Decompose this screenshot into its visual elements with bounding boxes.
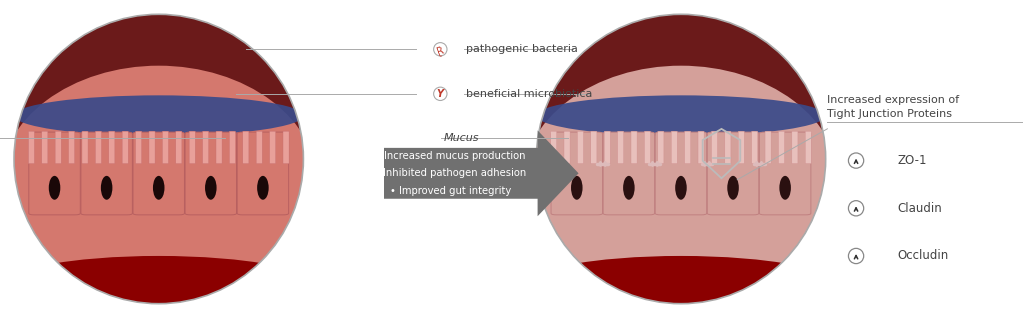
FancyBboxPatch shape — [189, 131, 196, 164]
FancyBboxPatch shape — [69, 131, 75, 164]
FancyBboxPatch shape — [283, 131, 289, 164]
Ellipse shape — [708, 161, 711, 167]
Text: • Increased mucus production: • Increased mucus production — [376, 151, 525, 161]
FancyBboxPatch shape — [109, 131, 115, 164]
Ellipse shape — [100, 176, 113, 200]
Ellipse shape — [257, 176, 268, 200]
FancyBboxPatch shape — [631, 131, 637, 164]
FancyBboxPatch shape — [712, 131, 718, 164]
FancyBboxPatch shape — [135, 131, 141, 164]
FancyBboxPatch shape — [29, 132, 80, 215]
FancyBboxPatch shape — [657, 131, 664, 164]
Text: Increased expression of
Tight Junction Proteins: Increased expression of Tight Junction P… — [827, 95, 959, 119]
FancyBboxPatch shape — [42, 131, 48, 164]
Text: • Improved gut integrity: • Improved gut integrity — [390, 186, 511, 196]
Ellipse shape — [14, 14, 303, 304]
FancyBboxPatch shape — [778, 131, 784, 164]
FancyBboxPatch shape — [82, 131, 88, 164]
FancyBboxPatch shape — [148, 131, 155, 164]
FancyBboxPatch shape — [752, 131, 758, 164]
FancyBboxPatch shape — [578, 131, 584, 164]
Polygon shape — [384, 130, 579, 216]
FancyBboxPatch shape — [655, 132, 707, 215]
Ellipse shape — [537, 95, 825, 136]
FancyBboxPatch shape — [644, 131, 650, 164]
Ellipse shape — [599, 161, 602, 167]
FancyBboxPatch shape — [229, 131, 236, 164]
FancyBboxPatch shape — [671, 131, 677, 164]
FancyBboxPatch shape — [238, 132, 289, 215]
FancyBboxPatch shape — [185, 132, 237, 215]
FancyBboxPatch shape — [163, 131, 169, 164]
Ellipse shape — [205, 176, 217, 200]
FancyBboxPatch shape — [203, 131, 209, 164]
Text: Claudin: Claudin — [897, 202, 942, 215]
FancyBboxPatch shape — [133, 132, 184, 215]
Ellipse shape — [623, 176, 635, 200]
FancyBboxPatch shape — [603, 132, 654, 215]
FancyBboxPatch shape — [176, 131, 182, 164]
Ellipse shape — [537, 14, 825, 304]
Ellipse shape — [702, 161, 707, 167]
FancyBboxPatch shape — [708, 132, 759, 215]
Ellipse shape — [571, 176, 583, 200]
FancyBboxPatch shape — [685, 131, 691, 164]
FancyBboxPatch shape — [95, 131, 101, 164]
Ellipse shape — [849, 248, 863, 264]
Ellipse shape — [727, 176, 739, 200]
Ellipse shape — [849, 201, 863, 216]
Ellipse shape — [0, 256, 317, 317]
Text: ZO-1: ZO-1 — [897, 154, 927, 167]
Ellipse shape — [153, 176, 165, 200]
Text: beneficial microbiotica: beneficial microbiotica — [466, 89, 592, 99]
FancyBboxPatch shape — [551, 132, 602, 215]
Ellipse shape — [755, 161, 759, 167]
Ellipse shape — [522, 256, 840, 317]
FancyBboxPatch shape — [81, 132, 132, 215]
Ellipse shape — [14, 95, 303, 136]
FancyBboxPatch shape — [725, 131, 731, 164]
Ellipse shape — [655, 161, 659, 167]
FancyBboxPatch shape — [698, 131, 705, 164]
Ellipse shape — [49, 176, 60, 200]
FancyBboxPatch shape — [805, 131, 811, 164]
FancyBboxPatch shape — [55, 131, 61, 164]
FancyBboxPatch shape — [29, 131, 35, 164]
FancyBboxPatch shape — [765, 131, 771, 164]
FancyBboxPatch shape — [591, 131, 597, 164]
FancyBboxPatch shape — [604, 131, 610, 164]
FancyBboxPatch shape — [792, 131, 798, 164]
FancyBboxPatch shape — [617, 131, 624, 164]
FancyBboxPatch shape — [738, 131, 744, 164]
FancyBboxPatch shape — [122, 131, 128, 164]
Ellipse shape — [849, 153, 863, 168]
Ellipse shape — [530, 13, 831, 305]
Text: pathogenic bacteria: pathogenic bacteria — [466, 44, 578, 54]
Ellipse shape — [675, 176, 687, 200]
Ellipse shape — [433, 87, 447, 100]
FancyBboxPatch shape — [564, 131, 570, 164]
FancyBboxPatch shape — [760, 132, 811, 215]
FancyBboxPatch shape — [216, 131, 222, 164]
Ellipse shape — [651, 161, 654, 167]
Text: • Inhibited pathogen adhesion: • Inhibited pathogen adhesion — [375, 168, 526, 178]
Ellipse shape — [8, 13, 309, 305]
FancyBboxPatch shape — [256, 131, 262, 164]
FancyBboxPatch shape — [269, 131, 275, 164]
Text: Y: Y — [437, 89, 443, 99]
Ellipse shape — [0, 66, 317, 304]
Ellipse shape — [760, 161, 763, 167]
Text: Mucus: Mucus — [443, 133, 479, 143]
FancyBboxPatch shape — [551, 131, 557, 164]
Ellipse shape — [433, 43, 447, 56]
Text: Occludin: Occludin — [897, 250, 948, 262]
Ellipse shape — [779, 176, 791, 200]
Ellipse shape — [603, 161, 607, 167]
FancyBboxPatch shape — [243, 131, 249, 164]
Text: Ɽ: Ɽ — [435, 45, 445, 57]
Ellipse shape — [522, 66, 840, 304]
